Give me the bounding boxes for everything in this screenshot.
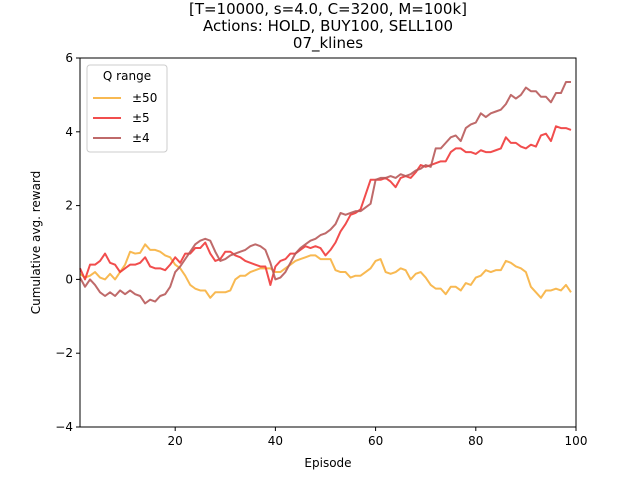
x-tick-label: 20 [168,434,183,448]
legend-label-3: ±4 [132,131,150,145]
legend-items: ±50 ±5 ±4 [93,91,157,145]
x-tick-label: 40 [268,434,283,448]
x-axis: 20 40 60 80 100 [168,427,588,448]
x-tick-label: 100 [565,434,588,448]
legend-box [86,64,168,153]
y-tick-label: 4 [65,125,73,139]
chart-title-line-2: Actions: HOLD, BUY100, SELL100 [203,17,453,35]
y-tick-label: −4 [55,420,73,434]
y-tick-label: 2 [65,199,73,213]
chart-title-line-3: 07_klines [293,34,363,53]
series-line-3 [79,80,571,305]
x-tick-label: 60 [368,434,383,448]
chart-title: [T=10000, s=4.0, C=3200, M=100k] Actions… [189,0,467,53]
y-axis: −4 −2 0 2 4 6 [55,51,80,434]
series-layer [79,80,572,305]
legend-title: Q range [103,69,151,83]
x-tick-label: 80 [468,434,483,448]
plot-frame [79,57,577,428]
y-axis-label: Cumulative avg. reward [29,171,43,315]
legend: Q range ±50 ±5 ±4 [86,64,168,153]
x-axis-label: Episode [304,456,351,470]
chart-title-line-1: [T=10000, s=4.0, C=3200, M=100k] [189,0,467,18]
legend-label-2: ±5 [132,111,150,125]
y-tick-label: 6 [65,51,73,65]
series-line-1 [79,243,572,299]
legend-label-1: ±50 [132,91,157,105]
series-line-2 [79,125,572,286]
y-tick-label: −2 [55,346,73,360]
y-tick-label: 0 [65,272,73,286]
